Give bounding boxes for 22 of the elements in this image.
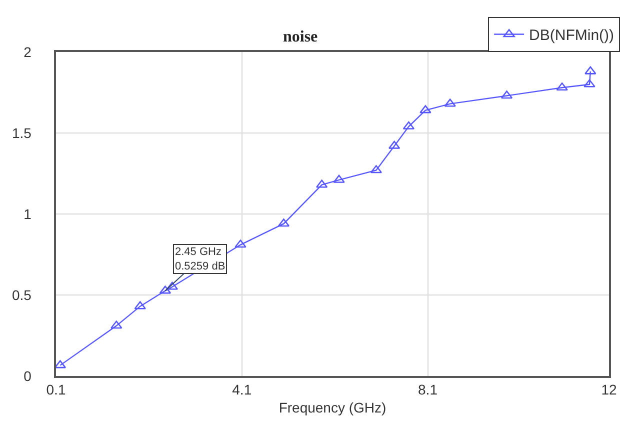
x-tick-label: 12 bbox=[601, 382, 617, 398]
point bbox=[333, 174, 345, 183]
x-tick-label: 8.1 bbox=[418, 382, 438, 398]
legend-label: DB(NFMin()) bbox=[529, 27, 614, 44]
point bbox=[556, 82, 568, 91]
y-tick-label: 0 bbox=[24, 368, 32, 384]
y-tick-label: 1.5 bbox=[12, 124, 32, 141]
point bbox=[234, 240, 246, 248]
y-tick-label: 0.5 bbox=[12, 286, 32, 303]
annotation: 2.45 GHz 0.5259 dB bbox=[175, 246, 226, 272]
point bbox=[584, 79, 596, 88]
point bbox=[134, 301, 146, 310]
x-axis-title: Frequency (GHz) bbox=[278, 399, 386, 416]
chart-title: noise bbox=[282, 28, 318, 46]
x-tick-label: 0.1 bbox=[46, 382, 66, 398]
point bbox=[420, 105, 432, 114]
x-tick-label: 4.1 bbox=[232, 382, 252, 398]
y-tick-label: 1 bbox=[24, 206, 32, 222]
point bbox=[444, 98, 456, 107]
point bbox=[110, 320, 122, 329]
point bbox=[584, 66, 596, 74]
y-tick-label: 2 bbox=[24, 44, 32, 60]
